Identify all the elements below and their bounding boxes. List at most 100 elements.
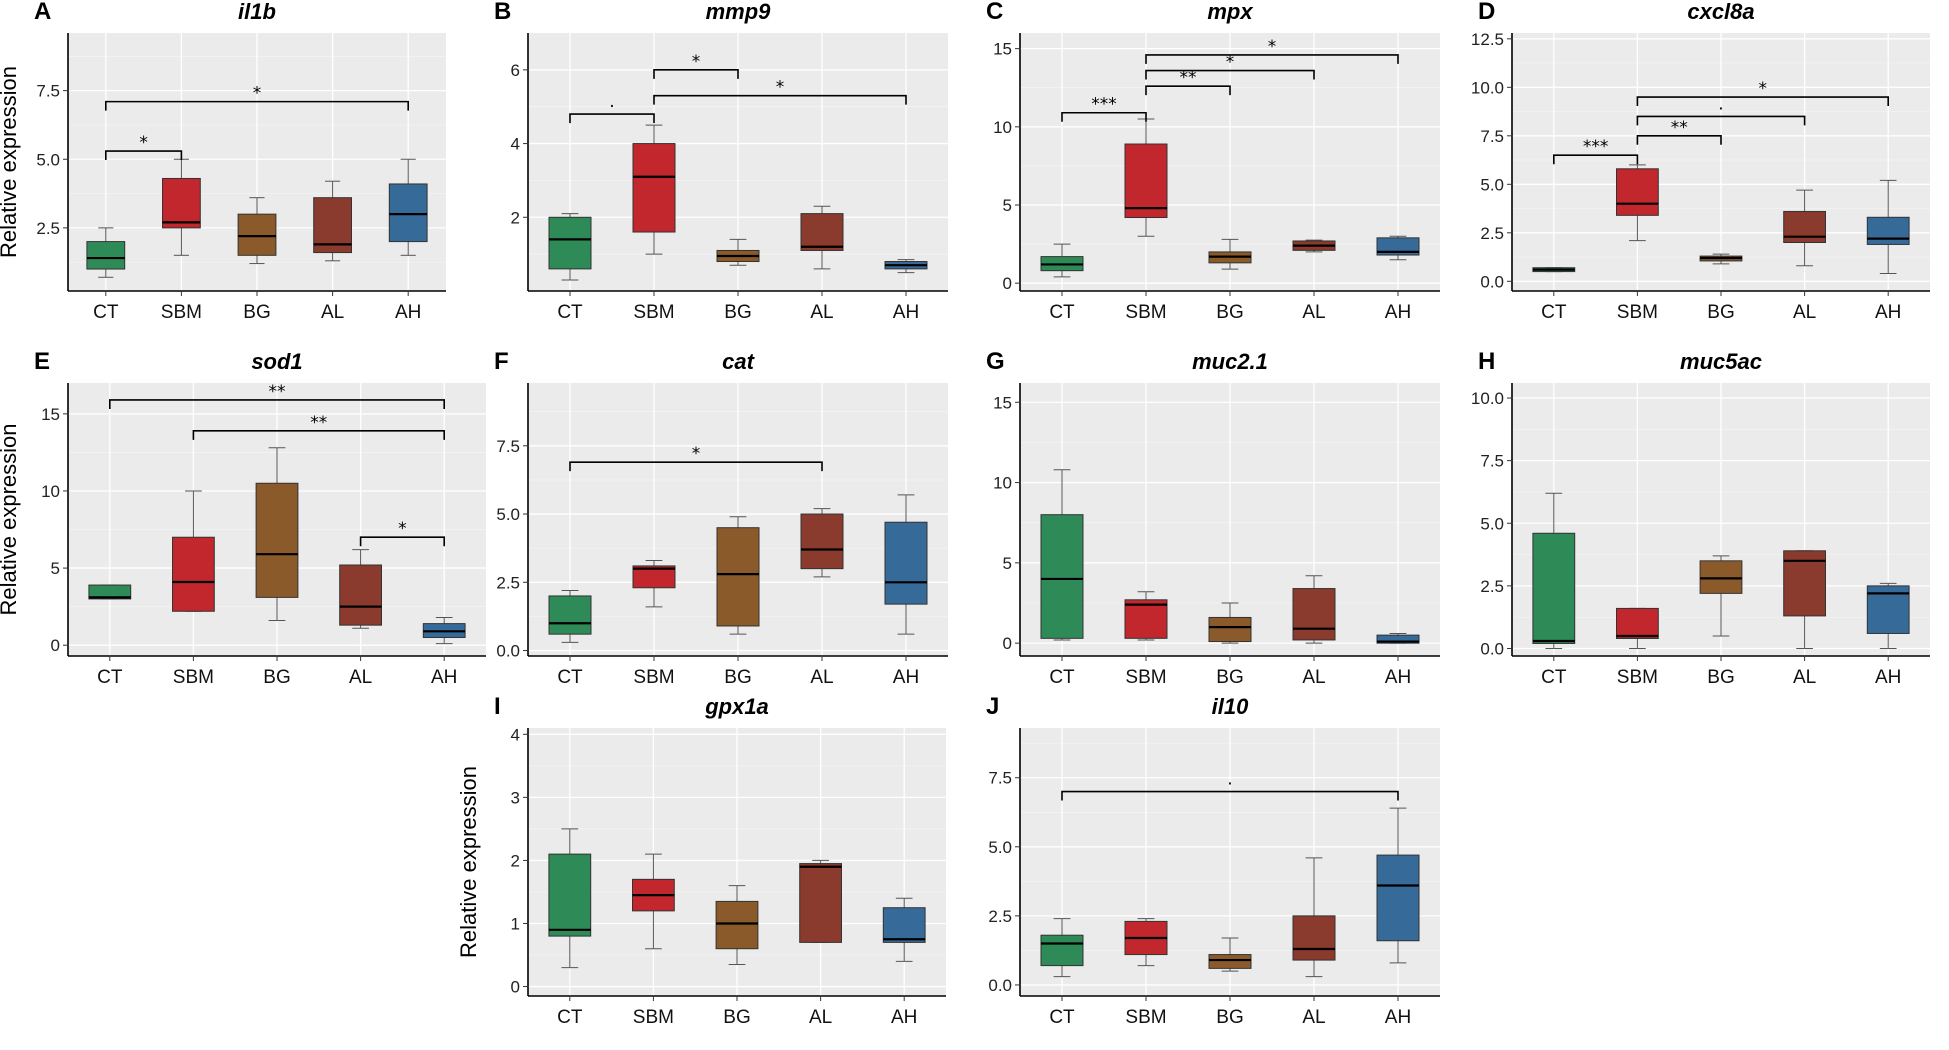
bracket-line xyxy=(569,461,823,472)
y-tick-label: 5.0 xyxy=(1480,514,1504,533)
box-al xyxy=(339,549,383,629)
box-iqr xyxy=(884,521,928,605)
panel-letter: I xyxy=(494,693,501,720)
x-tick-label: SBM xyxy=(633,302,674,323)
bracket-line xyxy=(1636,135,1722,145)
box-sbm xyxy=(632,124,676,255)
box-bg xyxy=(237,197,277,265)
y-tick-label: 5 xyxy=(51,559,60,578)
box-sbm xyxy=(1124,591,1168,641)
x-tick-label: BG xyxy=(1216,1007,1243,1028)
x-tick-label: SBM xyxy=(161,302,202,323)
x-tick-label: AL xyxy=(1302,1007,1325,1028)
box-ct xyxy=(1040,243,1084,278)
significance-bracket: · xyxy=(569,97,655,124)
box-iqr xyxy=(1699,560,1743,594)
x-tick-label: SBM xyxy=(1617,302,1658,323)
box-iqr xyxy=(162,177,201,229)
significance-bracket: *** xyxy=(1061,95,1147,122)
box-ct xyxy=(88,584,132,600)
x-tick-label: SBM xyxy=(633,667,674,688)
x-tick-label: AL xyxy=(809,1007,832,1028)
significance-label: * xyxy=(692,52,701,72)
box-iqr xyxy=(88,584,132,600)
x-tick-label: AL xyxy=(1302,667,1325,688)
box-sbm xyxy=(1124,118,1168,237)
bracket-line xyxy=(1636,96,1889,107)
box-sbm xyxy=(162,158,201,256)
significance-bracket: * xyxy=(105,133,183,161)
chart-svg: 0 5 10 15 CT SBM BG AL AH G muc2.1 xyxy=(986,348,1440,688)
box-ah xyxy=(1866,582,1910,649)
box-iqr xyxy=(800,213,844,251)
panel-title: il10 xyxy=(1212,694,1249,719)
bracket-line xyxy=(192,430,445,440)
y-tick-label: 4 xyxy=(511,135,520,154)
significance-bracket: * xyxy=(1145,37,1399,64)
bracket-line xyxy=(569,113,655,124)
box-iqr xyxy=(1124,599,1168,639)
chart-svg: 0 1 2 3 4 CT SBM BG AL AH I gpx1a Relative expressio… xyxy=(456,693,946,1028)
significance-label: *** xyxy=(1583,137,1609,157)
bracket-line xyxy=(109,399,445,409)
bracket-line xyxy=(1636,115,1806,126)
box-ct xyxy=(1532,492,1576,649)
x-tick-label: BG xyxy=(1216,302,1243,323)
panel-letter: A xyxy=(34,0,51,25)
x-tick-label: AH xyxy=(1385,1007,1411,1028)
x-tick-label: BG xyxy=(1707,302,1734,323)
significance-bracket: ** xyxy=(1636,118,1722,145)
significance-label: * xyxy=(1759,79,1768,99)
x-tick-label: AL xyxy=(321,302,344,323)
chart-svg: · 0.0 2.5 5.0 7.5 CT SBM BG AL AH J il10 xyxy=(986,693,1440,1028)
x-tick-label: CT xyxy=(557,1007,583,1028)
y-tick-label: 4 xyxy=(511,725,520,744)
y-tick-label: 2 xyxy=(511,208,520,227)
y-tick-label: 2.5 xyxy=(36,219,60,238)
chart-svg: * 0.0 2.5 5.0 7.5 CT SBM BG AL AH F cat xyxy=(494,348,948,688)
x-tick-label: AH xyxy=(893,302,919,323)
box-iqr xyxy=(388,183,428,243)
box-iqr xyxy=(237,213,277,256)
box-iqr xyxy=(1208,616,1252,643)
x-tick-label: AL xyxy=(1793,302,1816,323)
box-al xyxy=(800,205,844,270)
x-tick-label: SBM xyxy=(173,667,214,688)
panel-title: muc5ac xyxy=(1680,349,1762,374)
box-iqr xyxy=(1124,143,1168,219)
y-tick-label: 7.5 xyxy=(1480,452,1504,471)
x-tick-label: SBM xyxy=(1125,1007,1166,1028)
box-ct xyxy=(548,213,592,281)
box-ct xyxy=(86,227,126,278)
significance-label: * xyxy=(1268,37,1277,57)
panel-title: mmp9 xyxy=(706,0,772,24)
bracket-line xyxy=(1553,154,1639,165)
x-tick-label: SBM xyxy=(633,1007,674,1028)
box-iqr xyxy=(1040,934,1084,967)
significance-label: * xyxy=(398,519,407,539)
box-bg xyxy=(255,447,299,622)
x-tick-label: CT xyxy=(1541,302,1567,323)
y-tick-label: 2.5 xyxy=(1480,224,1504,243)
x-tick-label: AH xyxy=(1875,302,1901,323)
panel-letter: D xyxy=(1478,0,1495,25)
box-iqr xyxy=(1866,216,1910,245)
box-iqr xyxy=(1532,532,1576,644)
box-al xyxy=(1783,550,1827,649)
box-ct xyxy=(548,828,592,969)
box-bg xyxy=(716,238,760,266)
box-ah xyxy=(884,494,928,635)
box-iqr xyxy=(800,513,844,570)
x-tick-label: BG xyxy=(1707,667,1734,688)
panel-letter: B xyxy=(494,0,511,25)
y-tick-label: 0.0 xyxy=(1480,639,1504,658)
chart-svg: · * * 2 4 6 CT SBM BG AL AH B mmp9 xyxy=(494,0,948,323)
x-tick-label: AL xyxy=(349,667,372,688)
x-tick-label: CT xyxy=(93,302,119,323)
y-tick-label: 10.0 xyxy=(1471,78,1504,97)
